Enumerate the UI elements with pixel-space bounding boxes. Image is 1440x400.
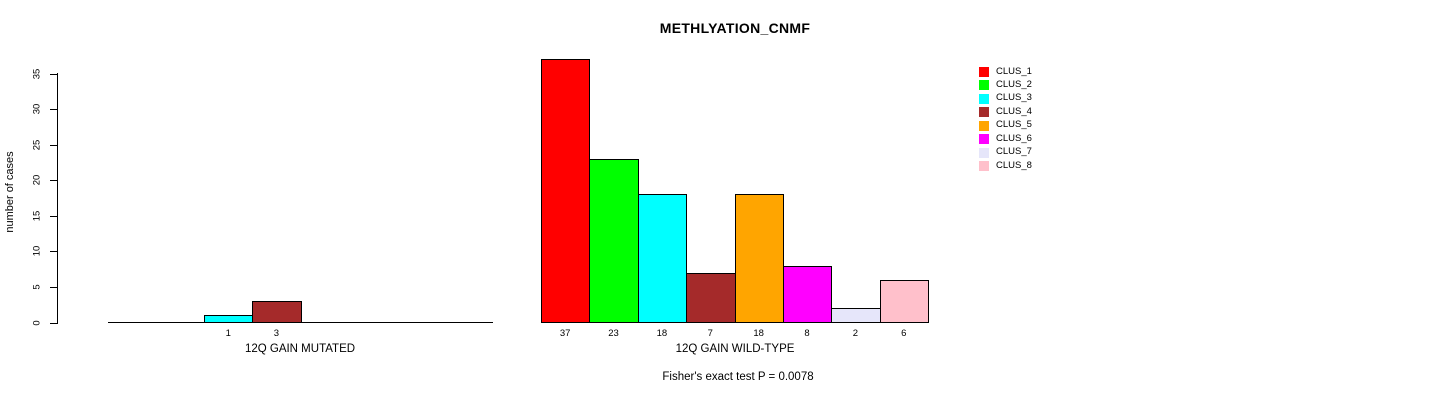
bar-value-label: 18 xyxy=(753,327,764,339)
bar-g0-clus_4 xyxy=(252,301,302,324)
bar-g1-clus_1 xyxy=(541,59,591,324)
bar-value-label: 18 xyxy=(656,327,668,339)
x-axis-label-wild-type: 12Q GAIN WILD-TYPE xyxy=(675,343,795,355)
bar-g1-clus_5 xyxy=(734,194,784,324)
bar-g1-clus_6 xyxy=(782,265,833,324)
bar-value-label: 2 xyxy=(852,327,859,339)
bar-g1-clus_8 xyxy=(879,279,929,324)
y-axis-label: number of cases xyxy=(4,151,16,233)
y-axis-line xyxy=(57,73,58,324)
bar-g1-clus_4 xyxy=(686,272,736,324)
y-axis-tick-label: 35 xyxy=(31,68,43,79)
legend-label-clus_6: CLUS_6 xyxy=(996,132,1032,144)
legend-label-clus_1: CLUS_1 xyxy=(996,65,1032,77)
bar-g1-clus_2 xyxy=(589,158,639,324)
y-axis-tick xyxy=(50,215,57,217)
y-axis-tick-label: 10 xyxy=(31,246,43,257)
legend-swatch-clus_6 xyxy=(979,134,989,145)
bar-value-label: 1 xyxy=(225,327,231,339)
y-axis-tick xyxy=(50,109,57,111)
bar-value-label: 7 xyxy=(707,327,713,339)
bar-g1-clus_7 xyxy=(831,308,881,324)
y-axis-tick-label: 15 xyxy=(31,210,43,222)
legend-swatch-clus_7 xyxy=(979,147,989,158)
y-axis-tick xyxy=(50,322,57,324)
y-axis-tick-label: 25 xyxy=(31,139,43,150)
legend-swatch-clus_5 xyxy=(979,120,989,131)
bar-value-label: 8 xyxy=(804,327,810,339)
bar-value-label: 23 xyxy=(608,327,619,339)
legend-label-clus_3: CLUS_3 xyxy=(996,92,1032,104)
y-axis-tick xyxy=(50,251,57,253)
legend-label-clus_5: CLUS_5 xyxy=(996,119,1032,131)
y-axis-tick xyxy=(50,180,57,182)
bar-value-label: 37 xyxy=(559,327,571,339)
x-axis-label-mutated: 12Q GAIN MUTATED xyxy=(244,343,356,355)
bar-value-label: 6 xyxy=(901,327,907,339)
fisher-test-annotation: Fisher's exact test P = 0.0078 xyxy=(662,371,814,383)
bar-g0-clus_3 xyxy=(204,315,254,324)
y-axis-tick xyxy=(50,73,57,75)
legend-label-clus_2: CLUS_2 xyxy=(996,78,1032,90)
legend-swatch-clus_8 xyxy=(979,161,989,171)
y-axis-tick-label: 5 xyxy=(31,284,43,290)
legend-swatch-clus_4 xyxy=(979,107,989,118)
legend-swatch-clus_2 xyxy=(979,80,989,91)
y-axis-tick-label: 30 xyxy=(31,103,43,115)
y-axis-tick xyxy=(50,144,57,146)
bar-value-label: 3 xyxy=(273,327,280,339)
legend-label-clus_8: CLUS_8 xyxy=(996,159,1032,171)
legend-label-clus_7: CLUS_7 xyxy=(996,146,1032,158)
legend-swatch-clus_1 xyxy=(979,67,989,77)
bar-g1-clus_3 xyxy=(637,194,688,324)
y-axis-tick-label: 0 xyxy=(31,319,43,326)
chart-title: METHLYATION_CNMF xyxy=(659,20,811,36)
legend-label-clus_4: CLUS_4 xyxy=(996,105,1032,117)
y-axis-tick-label: 20 xyxy=(31,174,43,186)
legend-swatch-clus_3 xyxy=(979,93,989,104)
y-axis-tick xyxy=(50,286,57,288)
